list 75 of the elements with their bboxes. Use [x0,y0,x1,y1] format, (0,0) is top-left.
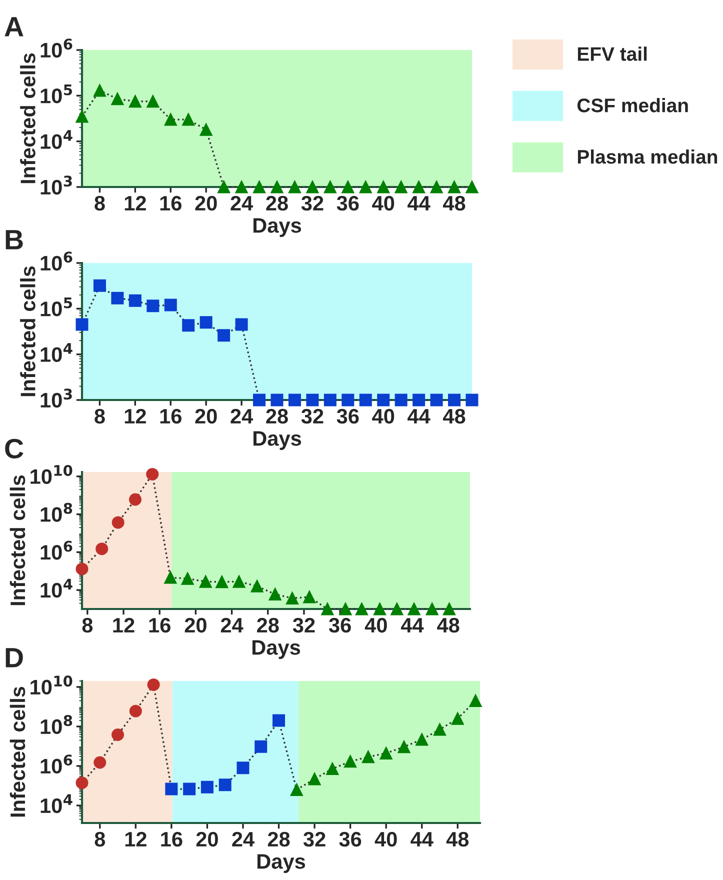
y-tick-label: 10$^{8}$ [40,715,72,734]
x-tick-label: 12 [124,196,146,210]
chart-title: D [6,648,23,668]
y-tick-label: 10$^{8}$ [40,502,72,522]
x-tick-label: 20 [195,408,217,424]
x-tick-label: 20 [184,618,206,633]
chart-title: C [5,438,24,459]
x-tick-label: 32 [301,196,324,211]
x-tick-label: 44 [410,832,434,846]
x-tick-label: 8 [94,408,105,424]
x-tick-label: 20 [195,196,217,211]
y-tick-label: 10$^{5}$ [40,84,72,104]
x-tick-label: 24 [230,408,254,424]
x-tick-label: 28 [257,618,279,633]
y-tick-label: 10$^{5}$ [40,297,72,316]
x-tick-label: 24 [220,618,244,632]
x-tick-label: 12 [113,618,134,632]
y-tick-label: 10$^{3}$ [40,388,72,408]
x-axis-title: Days [253,218,302,237]
y-tick-label: 10$^{10}$ [30,464,72,484]
y-tick-label: 10$^{6}$ [40,754,72,774]
x-tick-label: 32 [292,618,315,633]
x-tick-label: 36 [336,196,359,211]
x-tick-label: 24 [230,196,254,210]
x-tick-label: 32 [303,832,326,847]
x-tick-label: 48 [446,832,469,847]
y-tick-label: 10$^{4}$ [40,794,72,814]
x-tick-label: 40 [364,618,387,633]
x-axis-title: Days [253,431,302,450]
x-tick-label: 44 [408,409,430,424]
x-tick-label: 8 [94,196,105,211]
x-tick-label: 40 [372,408,394,424]
x-tick-label: 48 [443,196,466,211]
x-tick-label: 48 [443,408,466,424]
x-tick-label: 16 [149,618,170,633]
x-tick-label: 20 [196,832,218,847]
x-tick-label: 32 [301,408,324,424]
chart-title: A [4,17,24,36]
x-tick-label: 16 [160,196,182,211]
x-tick-label: 12 [125,832,146,846]
y-tick-label: 10$^{3}$ [40,176,72,195]
x-tick-label: 36 [336,408,359,424]
x-tick-label: 48 [437,618,460,633]
x-tick-label: 36 [339,832,362,847]
y-tick-label: 10$^{4}$ [40,343,72,362]
x-axis-title: Days [257,854,306,873]
y-tick-label: 10$^{6}$ [40,540,72,560]
y-axis-title: Infected cells [10,686,26,817]
x-tick-label: 16 [161,832,182,847]
x-tick-label: 8 [94,832,106,847]
x-axis-title: Days [252,640,300,659]
x-tick-label: 8 [82,618,93,633]
x-tick-label: 28 [266,408,288,424]
y-tick-label: 10$^{6}$ [40,38,72,58]
legend-label: EFV tail [578,46,647,61]
x-tick-label: 44 [400,618,424,632]
legend-label: Plasma median [578,149,718,164]
x-tick-label: 40 [374,832,397,847]
x-tick-label: 40 [372,196,394,211]
x-tick-label: 44 [408,196,430,210]
x-tick-label: 36 [328,618,351,633]
x-tick-label: 28 [268,832,290,847]
y-tick-label: 10$^{10}$ [30,676,72,695]
y-tick-label: 10$^{6}$ [40,252,72,271]
x-tick-label: 28 [266,196,288,211]
x-tick-label: 24 [232,832,254,846]
chart-title: B [6,230,23,250]
y-axis-title: Infected cells [20,53,36,184]
y-axis-title: Infected cells [10,475,26,606]
y-tick-label: 10$^{4}$ [40,578,72,598]
y-tick-label: 10$^{4}$ [40,130,72,149]
y-axis-title: Infected cells [20,266,36,396]
x-tick-label: 16 [160,408,182,424]
legend-label: CSF median [577,98,688,112]
x-tick-label: 12 [124,408,146,424]
